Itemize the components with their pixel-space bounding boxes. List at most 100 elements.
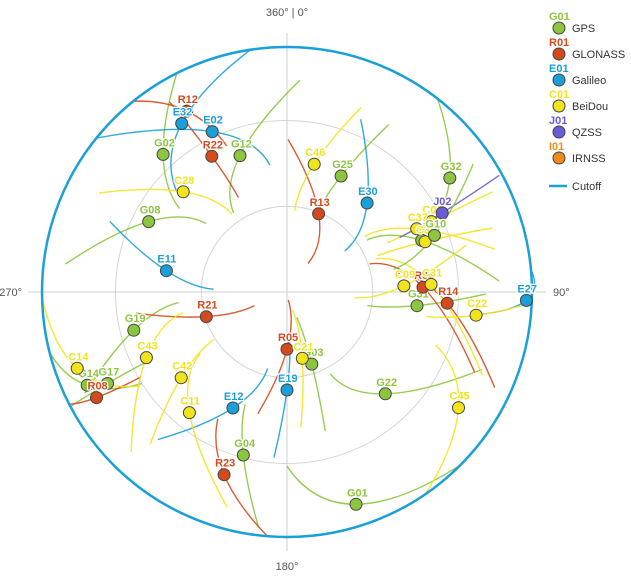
legend-marker — [552, 125, 566, 139]
satellite-marker — [280, 342, 294, 356]
satellite-c09[interactable]: C09 — [394, 268, 416, 293]
azimuth-label-north: 360° | 0° — [266, 7, 308, 19]
satellite-e30[interactable]: E30 — [357, 185, 379, 210]
satellite-e11[interactable]: E11 — [156, 252, 178, 278]
satellite-marker — [295, 351, 309, 365]
satellite-marker — [378, 387, 392, 401]
satellite-label: E32 — [173, 107, 193, 119]
satellite-g02[interactable]: G02 — [153, 136, 176, 161]
satellite-label: G12 — [231, 139, 252, 151]
track-r21 — [135, 305, 255, 318]
satellite-label: G17 — [99, 367, 120, 379]
satellite-marker — [176, 185, 190, 199]
satellite-marker — [305, 357, 319, 371]
track-e19 — [273, 340, 291, 458]
satellite-r22[interactable]: R22 — [202, 138, 224, 163]
satellite-label: C28 — [174, 175, 194, 187]
satellite-marker — [410, 299, 424, 313]
legend-cutoff-label: Cutoff — [572, 181, 602, 193]
satellite-label: E27 — [517, 283, 537, 295]
satellite-g04[interactable]: G04 — [233, 437, 257, 462]
legend-name: BeiDou — [572, 101, 608, 113]
satellite-c28[interactable]: C28 — [173, 174, 196, 199]
satellite-marker — [349, 497, 363, 511]
satellite-c21[interactable]: C21 — [292, 340, 315, 365]
track-g01 — [286, 464, 461, 505]
satellite-label: C46 — [305, 147, 325, 159]
satellite-g10[interactable]: G10 — [424, 217, 447, 242]
legend-name: Galileo — [572, 75, 606, 87]
satellite-r21[interactable]: R21 — [196, 298, 219, 324]
satellite-label: C31 — [422, 267, 442, 279]
satellite-marker — [427, 228, 441, 242]
satellite-g01[interactable]: G01 — [346, 486, 369, 511]
satellite-label: R23 — [215, 458, 235, 470]
azimuth-label-east: 90° — [553, 287, 570, 299]
satellite-r08[interactable]: R08 — [86, 379, 109, 405]
satellite-r12[interactable]: R12 — [176, 93, 199, 118]
legend-name: GPS — [572, 23, 595, 35]
legend-item-qzss: J01 QZSS — [548, 114, 602, 139]
satellite-r13[interactable]: R13 — [308, 196, 331, 221]
satellite-g25[interactable]: G25 — [331, 158, 354, 183]
legend-code: G01 — [549, 11, 570, 23]
satellite-marker — [205, 125, 219, 139]
legend-code: R01 — [549, 37, 569, 49]
satellite-r14[interactable]: R14 — [437, 285, 461, 310]
satellite-c14[interactable]: C14 — [67, 350, 91, 375]
satellite-g19[interactable]: G19 — [124, 312, 147, 337]
satellite-j02[interactable]: J02 — [432, 195, 453, 220]
satellite-marker — [334, 169, 348, 183]
satellite-label: C42 — [172, 361, 192, 373]
satellite-marker — [452, 401, 465, 415]
satellite-g22[interactable]: G22 — [375, 376, 398, 401]
satellite-label: G10 — [425, 218, 446, 230]
satellite-g17[interactable]: G17 — [97, 365, 121, 390]
satellite-e12[interactable]: E12 — [223, 390, 245, 415]
satellite-e27[interactable]: E27 — [516, 282, 538, 307]
satellite-marker — [205, 149, 219, 163]
legend-marker — [552, 99, 566, 113]
legend-marker — [552, 21, 566, 35]
satellite-g08[interactable]: G08 — [138, 203, 162, 229]
satellite-g32[interactable]: G32 — [440, 160, 463, 185]
satellite-label: G22 — [376, 377, 397, 389]
legend: G01GPSR01GLONASSE01GalileoC01BeiDouJ01QZ… — [548, 10, 625, 193]
satellite-c45[interactable]: C45 — [448, 389, 471, 415]
satellite-marker — [180, 104, 194, 118]
satellite-r05[interactable]: R05 — [277, 331, 299, 356]
satellite-label: C43 — [137, 341, 157, 353]
satellite-marker — [80, 378, 94, 392]
satellite-marker — [418, 235, 432, 249]
satellite-marker — [410, 222, 424, 236]
legend-code: C01 — [549, 89, 569, 101]
satellite-label: C37 — [408, 212, 428, 224]
satellite-label: G08 — [140, 205, 161, 217]
satellite-c43[interactable]: C43 — [136, 339, 159, 365]
satellite-c11[interactable]: C11 — [179, 394, 201, 420]
satellite-label: G04 — [234, 438, 256, 450]
satellite-e32[interactable]: E32 — [171, 105, 194, 130]
satellite-label: G32 — [441, 161, 462, 173]
satellite-e02[interactable]: E02 — [202, 113, 224, 139]
satellite-c46[interactable]: C46 — [304, 146, 327, 171]
satellite-marker — [226, 401, 240, 415]
satellite-e19[interactable]: E19 — [277, 372, 299, 397]
satellite-g12[interactable]: G12 — [230, 137, 253, 163]
satellite-marker — [236, 448, 250, 462]
satellite-label: G25 — [332, 159, 353, 171]
cutoff-circle — [40, 45, 534, 539]
satellite-c37[interactable]: C37 — [406, 211, 429, 236]
satellite-label: E11 — [157, 254, 176, 266]
satellite-c22[interactable]: C22 — [466, 297, 489, 322]
satellite-r23[interactable]: R23 — [214, 456, 237, 482]
legend-name: GLONASS — [572, 49, 625, 61]
satellite-c31[interactable]: C31 — [421, 266, 444, 291]
satellite-marker — [443, 171, 457, 185]
satellite-c42[interactable]: C42 — [171, 359, 194, 385]
satellite-marker — [127, 323, 141, 337]
